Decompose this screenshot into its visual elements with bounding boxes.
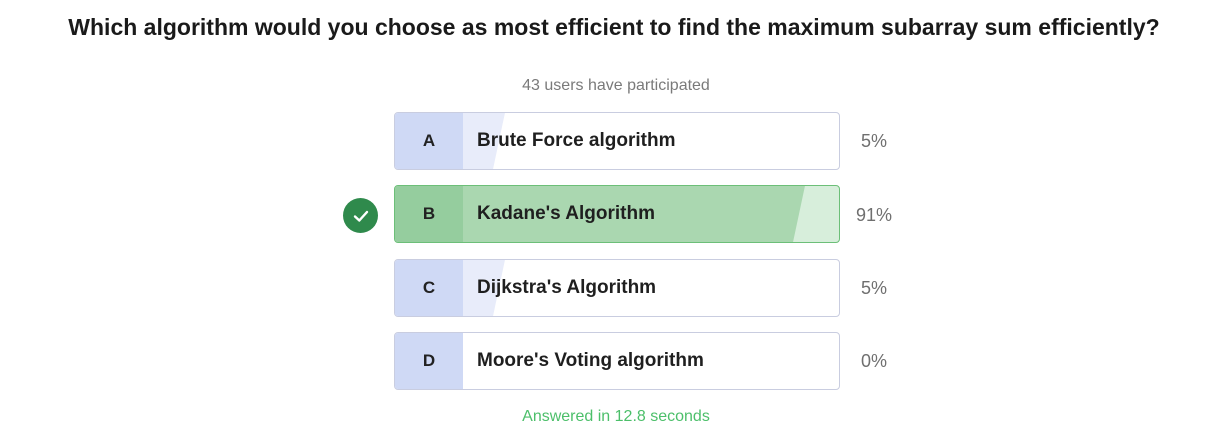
option-d-letter: D — [395, 333, 463, 389]
checkmark-icon — [343, 198, 378, 233]
option-a-label: Brute Force algorithm — [477, 130, 676, 151]
option-c-percent: 5% — [860, 278, 887, 298]
option-b-label: Kadane's Algorithm — [477, 203, 656, 224]
option-c[interactable]: C Dijkstra's Algorithm — [394, 259, 840, 317]
option-d[interactable]: D Moore's Voting algorithm — [394, 332, 840, 390]
participants-count: 43 users have participated — [522, 77, 710, 94]
option-d-percent: 0% — [860, 351, 887, 371]
option-c-letter: C — [395, 260, 463, 316]
option-d-label: Moore's Voting algorithm — [477, 350, 704, 371]
option-a-letter: A — [395, 113, 463, 169]
option-b-percent: 91% — [855, 205, 893, 225]
option-b-letter: B — [395, 186, 463, 242]
option-a-percent: 5% — [860, 131, 887, 151]
option-c-label: Dijkstra's Algorithm — [477, 277, 657, 298]
option-a[interactable]: A Brute Force algorithm — [394, 112, 840, 170]
option-b[interactable]: B Kadane's Algorithm — [394, 185, 840, 243]
answered-time: Answered in 12.8 seconds — [522, 408, 710, 425]
question-title: Which algorithm would you choose as most… — [68, 14, 1160, 40]
